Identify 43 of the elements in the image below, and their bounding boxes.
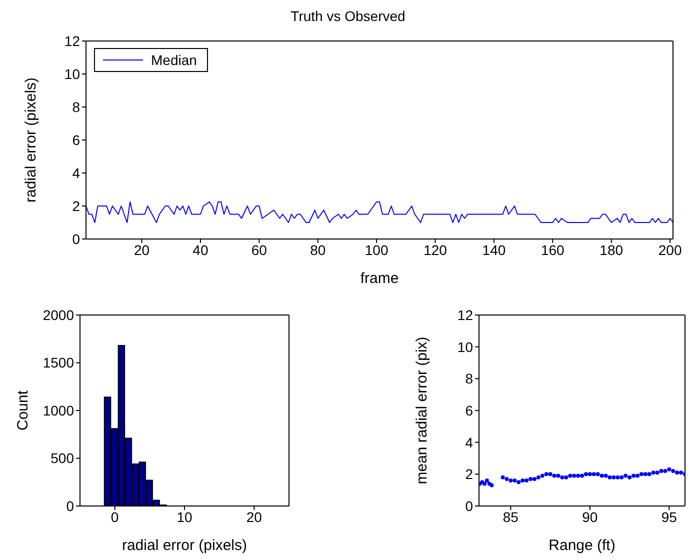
y-tick-label: 1500 xyxy=(42,354,74,371)
x-tick-label: 60 xyxy=(251,242,268,258)
x-tick-label: 120 xyxy=(424,242,448,258)
y-tick-label: 12 xyxy=(457,306,474,323)
chart-title: Truth vs Observed xyxy=(290,8,406,24)
y-tick-label: 12 xyxy=(64,32,80,49)
x-axis-title: frame xyxy=(360,270,399,287)
y-tick-label: 10 xyxy=(457,338,474,355)
x-tick-label: 40 xyxy=(192,242,208,258)
x-tick-label: 20 xyxy=(246,508,262,525)
y-tick-label: 0 xyxy=(66,498,74,514)
y-tick-label: 1000 xyxy=(42,402,74,418)
x-tick-label: 90 xyxy=(582,508,598,525)
x-tick-label: 20 xyxy=(134,242,150,258)
x-tick-label: 0 xyxy=(110,508,119,525)
x-tick-label: 80 xyxy=(310,242,326,258)
y-tick-label: 4 xyxy=(72,164,80,181)
y-axis-title: radial error (pixels) xyxy=(22,77,40,203)
y-tick-label: 2 xyxy=(72,198,80,214)
y-tick-label: 500 xyxy=(50,450,74,466)
y-tick-label: 0 xyxy=(72,230,80,247)
y-tick-label: 6 xyxy=(72,132,80,148)
x-tick-label: 180 xyxy=(600,242,624,258)
x-tick-label: 200 xyxy=(658,242,682,258)
y-tick-label: 8 xyxy=(72,98,80,115)
x-tick-label: 140 xyxy=(482,242,506,258)
y-tick-label: 2 xyxy=(465,466,474,482)
y-tick-label: 0 xyxy=(465,498,474,514)
x-axis-title: radial error (pixels) xyxy=(122,537,248,554)
x-axis-title: Range (ft) xyxy=(548,537,616,554)
x-tick-label: 95 xyxy=(661,508,678,525)
y-tick-label: 6 xyxy=(465,402,474,418)
x-tick-label: 160 xyxy=(540,242,565,258)
y-axis-title: mean radial error (pix) xyxy=(413,336,430,484)
y-tick-label: 2000 xyxy=(42,306,74,323)
x-tick-label: 100 xyxy=(364,242,388,258)
x-tick-label: 10 xyxy=(176,508,192,525)
y-axis-title: Count xyxy=(14,390,32,431)
x-tick-label: 85 xyxy=(502,508,519,525)
legend-label: Median xyxy=(151,52,197,68)
y-tick-label: 4 xyxy=(465,434,474,450)
y-tick-label: 10 xyxy=(64,66,80,82)
y-tick-label: 8 xyxy=(465,370,474,387)
